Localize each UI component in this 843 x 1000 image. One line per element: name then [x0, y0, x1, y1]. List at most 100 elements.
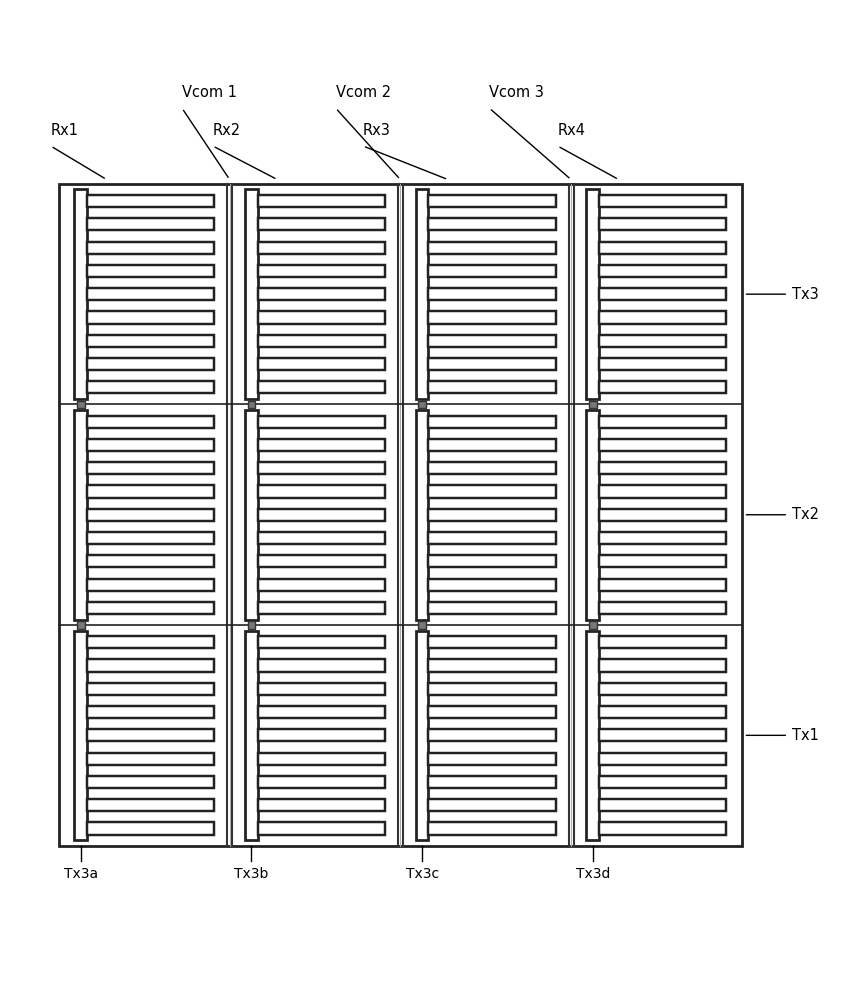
Bar: [608, 466, 717, 471]
Bar: [428, 381, 556, 393]
Bar: [589, 401, 597, 408]
Bar: [96, 582, 206, 587]
Bar: [245, 631, 258, 840]
Bar: [428, 485, 556, 498]
Bar: [438, 245, 547, 250]
Bar: [74, 631, 214, 840]
Bar: [96, 535, 206, 541]
Bar: [428, 659, 556, 672]
Bar: [599, 288, 727, 300]
Bar: [438, 709, 547, 715]
Bar: [266, 268, 376, 274]
Bar: [258, 242, 385, 254]
Bar: [266, 466, 376, 471]
Bar: [87, 485, 214, 498]
Bar: [608, 582, 717, 587]
Bar: [96, 466, 206, 471]
Bar: [245, 410, 258, 620]
Bar: [438, 442, 547, 448]
Bar: [416, 631, 556, 840]
Bar: [258, 683, 385, 695]
Bar: [587, 189, 727, 399]
Text: Rx2: Rx2: [212, 123, 241, 138]
Bar: [87, 683, 214, 695]
Bar: [96, 198, 206, 204]
Bar: [87, 381, 214, 393]
Bar: [438, 315, 547, 320]
Bar: [599, 335, 727, 347]
Bar: [266, 686, 376, 691]
Bar: [599, 509, 727, 521]
Bar: [87, 602, 214, 614]
Bar: [428, 776, 556, 788]
Bar: [266, 803, 376, 808]
Bar: [589, 621, 597, 629]
Bar: [599, 195, 727, 207]
Bar: [258, 462, 385, 474]
Bar: [608, 663, 717, 668]
Bar: [599, 706, 727, 718]
Bar: [258, 439, 385, 451]
Bar: [438, 512, 547, 517]
Bar: [438, 385, 547, 390]
Bar: [77, 401, 84, 408]
Bar: [266, 385, 376, 390]
Bar: [96, 733, 206, 738]
Bar: [258, 485, 385, 498]
Bar: [599, 636, 727, 648]
Bar: [258, 265, 385, 277]
Bar: [266, 779, 376, 785]
Bar: [258, 195, 385, 207]
Text: Tx3d: Tx3d: [576, 867, 610, 881]
Text: Tx1: Tx1: [792, 728, 819, 743]
Bar: [258, 602, 385, 614]
Bar: [87, 799, 214, 811]
Bar: [87, 555, 214, 567]
Bar: [608, 442, 717, 448]
Bar: [258, 509, 385, 521]
Bar: [266, 582, 376, 587]
Bar: [428, 439, 556, 451]
Bar: [248, 401, 255, 408]
Bar: [258, 555, 385, 567]
Bar: [96, 803, 206, 808]
Bar: [599, 532, 727, 544]
Bar: [608, 512, 717, 517]
Bar: [599, 416, 727, 428]
Bar: [608, 198, 717, 204]
Bar: [74, 189, 87, 399]
Bar: [428, 335, 556, 347]
Bar: [96, 709, 206, 715]
Bar: [438, 756, 547, 761]
Bar: [428, 602, 556, 614]
Bar: [87, 288, 214, 300]
Bar: [599, 242, 727, 254]
Bar: [428, 636, 556, 648]
Bar: [87, 416, 214, 428]
Bar: [74, 189, 214, 399]
Bar: [428, 532, 556, 544]
Bar: [96, 361, 206, 367]
Bar: [245, 189, 258, 399]
Bar: [418, 401, 426, 408]
Bar: [87, 358, 214, 370]
Bar: [258, 799, 385, 811]
Bar: [608, 559, 717, 564]
Bar: [438, 826, 547, 831]
Bar: [599, 381, 727, 393]
Bar: [587, 410, 599, 620]
Bar: [87, 195, 214, 207]
Bar: [96, 826, 206, 831]
Bar: [87, 311, 214, 324]
Bar: [428, 218, 556, 230]
Bar: [428, 265, 556, 277]
Bar: [266, 512, 376, 517]
Bar: [266, 756, 376, 761]
Bar: [608, 709, 717, 715]
Bar: [438, 663, 547, 668]
Bar: [599, 659, 727, 672]
Bar: [418, 621, 426, 629]
Bar: [438, 779, 547, 785]
Text: Vcom 2: Vcom 2: [336, 85, 390, 100]
Bar: [599, 485, 727, 498]
